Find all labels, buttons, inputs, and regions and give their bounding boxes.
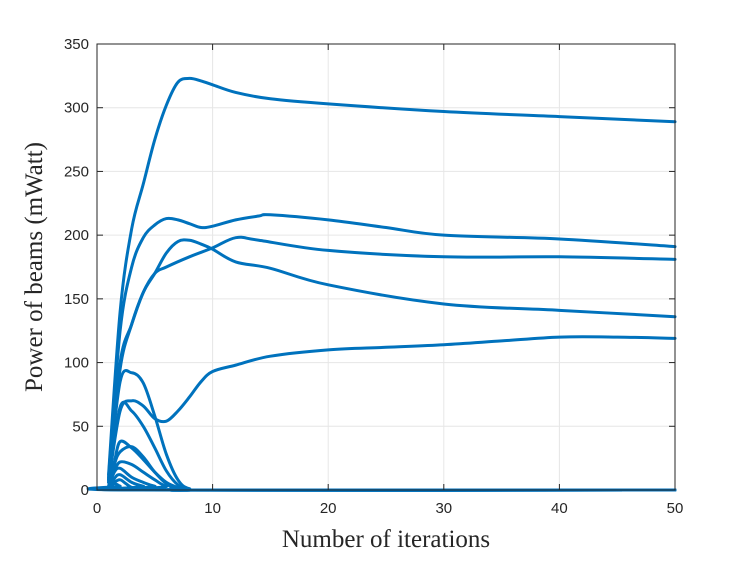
series-line-8 [107, 439, 677, 492]
series-line-4 [107, 235, 677, 482]
series-line-7 [107, 400, 677, 492]
plot-frame [96, 43, 676, 491]
series-line-3 [107, 238, 677, 482]
y-tick-label: 300 [64, 100, 89, 117]
x-tick-label: 10 [204, 500, 221, 517]
x-tick-label: 20 [320, 500, 337, 517]
x-axis-label: Number of iterations [282, 526, 490, 553]
y-tick-label: 350 [64, 36, 89, 53]
y-tick-label: 200 [64, 227, 89, 244]
y-tick-label: 250 [64, 163, 89, 180]
series-line-11 [107, 466, 677, 492]
grid-lines [96, 43, 676, 491]
series-line-2 [107, 213, 677, 479]
x-tick-label: 30 [435, 500, 452, 517]
x-tick-label: 0 [93, 500, 101, 517]
y-tick-label: 100 [64, 355, 89, 372]
y-tick-label: 50 [72, 418, 89, 435]
series-line-5 [107, 335, 677, 484]
x-tick-label: 40 [551, 500, 568, 517]
axis-ticks: 0 10 20 30 40 50 0 50 100 150 200 250 300 350 [64, 36, 683, 517]
series-line-12 [107, 473, 677, 492]
series-line-10 [107, 460, 677, 492]
series-lines [86, 76, 677, 492]
series-line-6 [107, 368, 677, 492]
y-axis-label: Power of beams (mWatt) [21, 142, 48, 392]
y-tick-label: 150 [64, 291, 89, 308]
series-line-1 [107, 76, 677, 477]
series-line-9 [107, 445, 677, 492]
x-tick-label: 50 [667, 500, 684, 517]
y-tick-label: 0 [81, 482, 89, 499]
